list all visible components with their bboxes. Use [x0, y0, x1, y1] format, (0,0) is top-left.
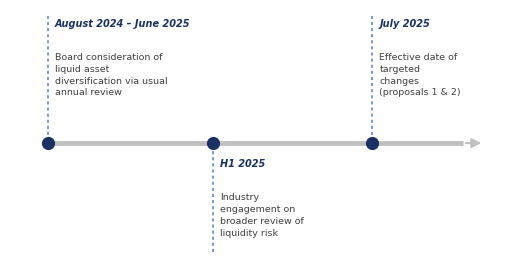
Text: Effective date of
targeted
changes
(proposals 1 & 2): Effective date of targeted changes (prop… [379, 53, 461, 98]
Text: H1 2025: H1 2025 [220, 159, 265, 169]
Point [44, 141, 52, 145]
Text: Board consideration of
liquid asset
diversification via usual
annual review: Board consideration of liquid asset dive… [55, 53, 168, 98]
Text: Industry
engagement on
broader review of
liquidity risk: Industry engagement on broader review of… [220, 193, 304, 238]
Text: July 2025: July 2025 [379, 19, 430, 29]
Point [209, 141, 217, 145]
Point [368, 141, 377, 145]
Text: August 2024 – June 2025: August 2024 – June 2025 [55, 19, 190, 29]
